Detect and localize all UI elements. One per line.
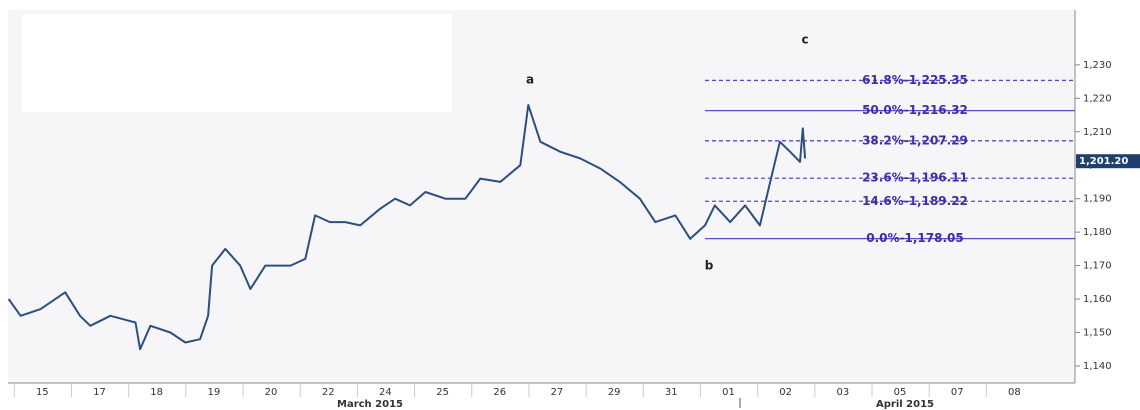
- x-tick-label: 24: [379, 387, 392, 398]
- legend-box: [22, 14, 452, 112]
- y-tick-label: 1,190: [1083, 194, 1112, 205]
- y-tick-label: 1,210: [1083, 127, 1112, 138]
- y-tick-label: 1,230: [1083, 60, 1112, 71]
- x-tick-label: 02: [779, 387, 792, 398]
- fib-label: 61.8%-1,225.35: [862, 73, 968, 87]
- wave-label: a: [526, 73, 534, 87]
- x-tick-label: 27: [551, 387, 564, 398]
- x-tick-label: 17: [93, 387, 106, 398]
- x-tick-label: 19: [207, 387, 220, 398]
- x-tick-label: 31: [665, 387, 678, 398]
- month-label: April 2015: [876, 399, 934, 410]
- last-price-label: 1,201.20: [1079, 156, 1128, 167]
- y-tick-label: 1,140: [1083, 361, 1112, 372]
- x-tick-label: 25: [436, 387, 449, 398]
- y-tick-label: 1,220: [1083, 93, 1112, 104]
- wave-label: b: [705, 259, 714, 273]
- fib-label: 0.0%-1,178.05: [866, 231, 963, 245]
- x-tick-label: 15: [36, 387, 49, 398]
- fib-label: 50.0%-1,216.32: [862, 103, 968, 117]
- price-line: [7, 104, 807, 351]
- x-tick-label: 22: [322, 387, 335, 398]
- last-price-tag: [1076, 154, 1140, 169]
- wave-label: c: [801, 33, 808, 47]
- y-tick-label: 1,170: [1083, 261, 1112, 272]
- y-tick-label: 1,160: [1083, 294, 1112, 305]
- x-tick-label: 20: [265, 387, 278, 398]
- y-tick-label: 1,150: [1083, 327, 1112, 338]
- x-tick-label: 03: [836, 387, 849, 398]
- fib-label: 38.2%-1,207.29: [862, 133, 968, 147]
- x-tick-label: 18: [150, 387, 163, 398]
- x-tick-label: 08: [1008, 387, 1021, 398]
- fib-label: 23.6%-1,196.11: [862, 171, 968, 185]
- x-tick-label: 26: [493, 387, 506, 398]
- x-tick-label: 07: [951, 387, 964, 398]
- x-tick-label: 29: [608, 387, 621, 398]
- fib-label: 14.6%-1,189.22: [862, 194, 968, 208]
- month-label: March 2015: [337, 399, 403, 410]
- y-tick-label: 1,180: [1083, 227, 1112, 238]
- x-tick-label: 05: [894, 387, 907, 398]
- x-tick-label: 01: [722, 387, 735, 398]
